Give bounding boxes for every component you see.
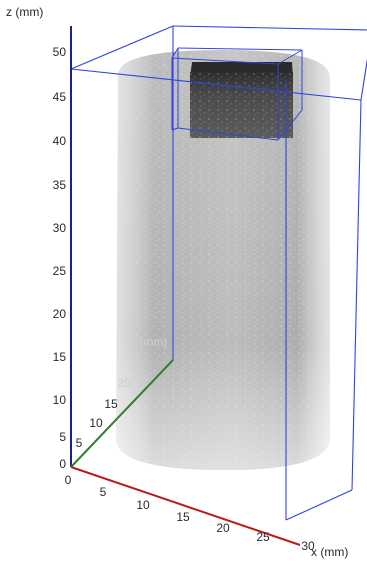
x-tick-label: 25 <box>256 530 270 544</box>
x-tick-label: 15 <box>176 510 190 524</box>
z-tick-label: 50 <box>53 45 67 59</box>
x-tick-label: 0 <box>65 473 72 487</box>
x-axis-title: x (mm) <box>311 545 348 559</box>
dense-block-texture <box>190 72 293 138</box>
dense-region <box>190 62 293 138</box>
y-tick-label: 25 <box>131 359 145 373</box>
z-tick-label: 20 <box>53 307 67 321</box>
z-tick-label: 0 <box>59 457 66 471</box>
x-axis-ticks: 0 5 10 15 20 25 30 <box>65 473 315 553</box>
bounding-box <box>70 25 367 521</box>
y-tick-label: 15 <box>104 397 118 411</box>
x-tick-label: 5 <box>100 485 107 499</box>
region-box <box>171 47 303 141</box>
z-tick-label: 35 <box>53 178 67 192</box>
x-tick-label: 30 <box>301 539 315 553</box>
y-axis-title: y (mm) <box>130 335 167 349</box>
y-tick-label: 10 <box>89 416 103 430</box>
z-tick-label: 40 <box>53 134 67 148</box>
x-tick-label: 10 <box>136 498 150 512</box>
y-tick-label: 20 <box>117 376 131 390</box>
z-tick-label: 10 <box>53 393 67 407</box>
x-tick-label: 20 <box>216 521 230 535</box>
z-tick-label: 45 <box>53 90 67 104</box>
z-tick-label: 30 <box>53 221 67 235</box>
z-tick-label: 15 <box>53 350 67 364</box>
z-tick-label: 5 <box>59 430 66 444</box>
y-tick-label: 5 <box>76 436 83 450</box>
y-axis-line <box>70 359 174 468</box>
z-tick-label: 25 <box>53 264 67 278</box>
x-axis-line <box>70 466 301 546</box>
z-axis-title: z (mm) <box>6 5 43 19</box>
